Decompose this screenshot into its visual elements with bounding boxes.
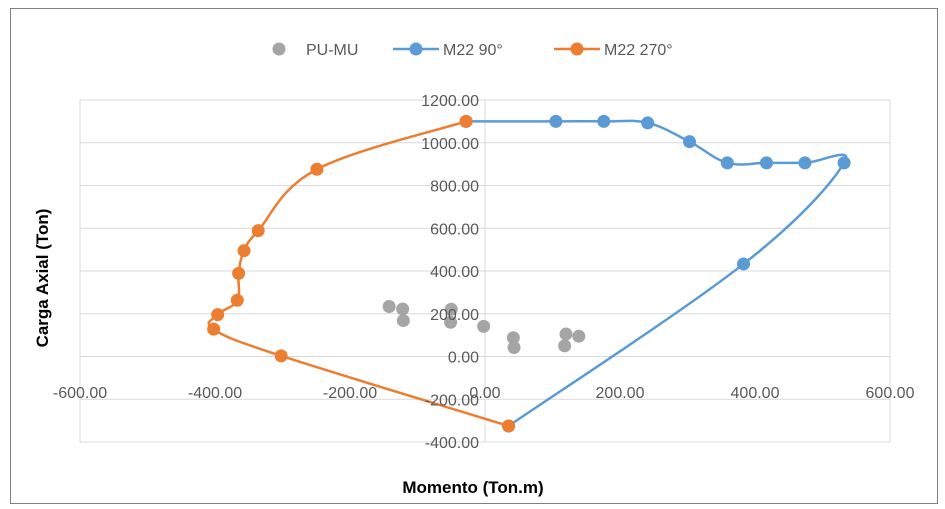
data-point [477,320,490,333]
data-point [560,328,573,341]
legend: PU-MU M22 90° M22 270° [273,42,673,59]
y-tick-label: 400.00 [430,264,479,281]
x-tick-label: 200.00 [596,385,645,402]
legend-marker [273,43,286,56]
data-point [683,135,696,148]
data-point [721,156,734,169]
data-point [549,115,562,128]
y-tick-label: 0.00 [448,350,479,367]
data-point [275,349,288,362]
y-tick-label: 600.00 [430,221,479,238]
x-axis-title: Momento (Ton.m) [402,478,543,497]
data-point [397,314,410,327]
y-tick-label: 200.00 [430,307,479,324]
data-point [760,156,773,169]
y-tick-label: 1000.00 [421,136,479,153]
data-point [396,303,409,316]
series-2 [460,115,851,433]
y-axis-title: Carga Axial (Ton) [33,209,52,348]
y-tick-label: 800.00 [430,179,479,196]
data-point [558,339,571,352]
data-point [502,419,515,432]
tick-labels: -400.00 -200.00 0.00 200.00 400.00 600.00 800.… [53,93,915,452]
x-tick-label: 600.00 [866,385,915,402]
x-tick-label: -400.00 [188,385,242,402]
data-point [211,308,224,321]
data-point [572,330,585,343]
data-point [207,323,220,336]
data-point [838,156,851,169]
data-point [597,115,610,128]
data-point [737,257,750,270]
chart-frame: -400.00 -200.00 0.00 200.00 400.00 600.00 800.… [10,8,938,504]
data-point [252,224,265,237]
y-tick-label: -400.00 [425,435,479,452]
x-tick-label: -600.00 [53,385,107,402]
x-tick-label: 0.00 [469,385,500,402]
series-1 [383,300,586,354]
chart-svg: -400.00 -200.00 0.00 200.00 400.00 600.00 800.… [11,9,937,503]
data-point [641,116,654,129]
x-tick-label: -200.00 [323,385,377,402]
legend-label: M22 90° [443,42,503,59]
legend-label: M22 270° [604,42,673,59]
data-point [238,244,251,257]
legend-marker [571,43,584,56]
data-point [232,267,245,280]
data-point [383,300,396,313]
series-line [466,121,846,426]
legend-marker [410,43,423,56]
y-tick-label: 1200.00 [421,93,479,110]
data-point [310,163,323,176]
data-point [798,156,811,169]
legend-label: PU-MU [306,42,358,59]
data-point [460,115,473,128]
x-tick-label: 400.00 [731,385,780,402]
data-point [231,294,244,307]
data-point [508,341,521,354]
